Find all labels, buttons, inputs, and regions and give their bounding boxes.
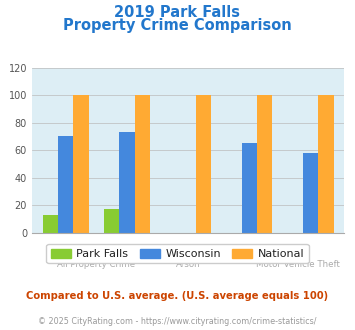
Text: Motor Vehicle Theft: Motor Vehicle Theft — [256, 260, 340, 269]
Bar — [58, 136, 73, 233]
Text: Burglary: Burglary — [231, 247, 268, 255]
Text: Property Crime Comparison: Property Crime Comparison — [63, 18, 292, 33]
Text: Larceny & Theft: Larceny & Theft — [93, 247, 161, 255]
Bar — [242, 143, 257, 233]
Bar — [119, 132, 135, 233]
Bar — [43, 215, 58, 233]
Text: All Property Crime: All Property Crime — [57, 260, 135, 269]
Bar — [135, 95, 150, 233]
Text: 2019 Park Falls: 2019 Park Falls — [115, 5, 240, 20]
Text: Arson: Arson — [176, 260, 201, 269]
Bar — [104, 209, 119, 233]
Bar — [318, 95, 334, 233]
Bar — [257, 95, 272, 233]
Bar — [196, 95, 211, 233]
Text: Compared to U.S. average. (U.S. average equals 100): Compared to U.S. average. (U.S. average … — [26, 291, 329, 301]
Bar — [303, 153, 318, 233]
Text: © 2025 CityRating.com - https://www.cityrating.com/crime-statistics/: © 2025 CityRating.com - https://www.city… — [38, 317, 317, 326]
Bar — [73, 95, 89, 233]
Legend: Park Falls, Wisconsin, National: Park Falls, Wisconsin, National — [47, 244, 308, 263]
